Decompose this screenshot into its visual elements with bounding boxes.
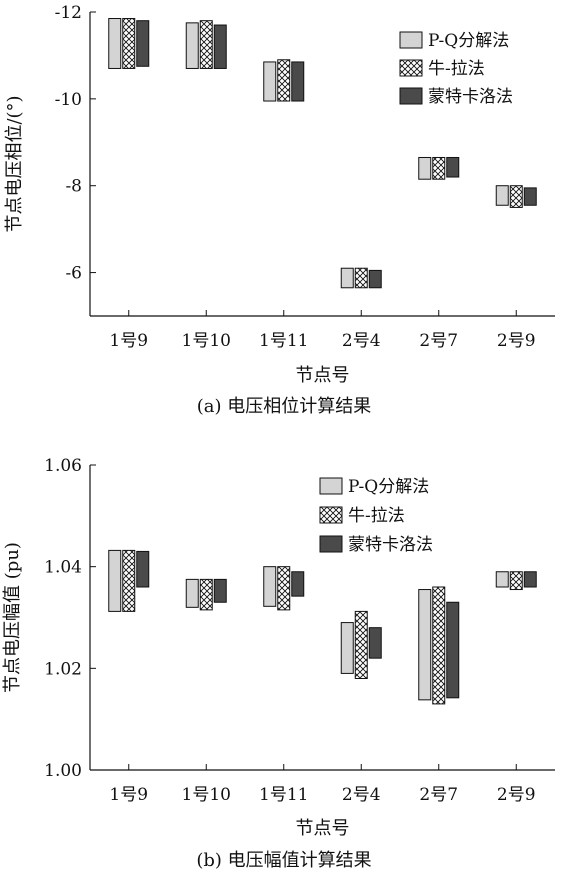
bar-crosshatch xyxy=(199,20,213,69)
legend-swatch-light xyxy=(319,477,343,495)
bar-dark xyxy=(446,601,460,699)
chart-caption: (b) 电压幅值计算结果 xyxy=(196,850,371,871)
x-tick-label: 2号7 xyxy=(419,331,458,351)
legend-label: 蒙特卡洛法 xyxy=(348,535,433,555)
bar-light xyxy=(185,22,199,69)
bar-crosshatch xyxy=(509,185,523,208)
bar-dark xyxy=(213,578,227,603)
y-tick-label: -12 xyxy=(55,3,82,23)
chart-caption: (a) 电压相位计算结果 xyxy=(197,396,372,417)
x-axis-label: 节点号 xyxy=(296,365,350,386)
legend-label: 牛-拉法 xyxy=(428,59,485,79)
y-axis-label: 节点电压相位/(°) xyxy=(4,95,25,232)
y-axis-label: 节点电压幅值 (pu) xyxy=(2,542,23,693)
x-tick-label: 1号10 xyxy=(182,331,231,351)
legend-label: 蒙特卡洛法 xyxy=(428,87,513,107)
bar-light xyxy=(495,185,509,206)
bar-crosshatch xyxy=(354,610,368,680)
legend-label: P-Q分解法 xyxy=(348,477,429,497)
bar-dark xyxy=(136,20,150,67)
bar-dark xyxy=(368,627,382,659)
bar-crosshatch xyxy=(277,59,291,102)
bar-dark xyxy=(446,156,460,178)
bar-dark xyxy=(523,187,537,206)
bar-dark xyxy=(523,571,537,588)
bar-dark xyxy=(213,24,227,69)
bar-dark xyxy=(368,269,382,289)
voltage-phase-chart: -12 -10 -8 -6 1号9 1号10 1号11 2号4 2号7 2号9 节点号 节点电压相位/… xyxy=(4,3,555,417)
y-tick-label: -10 xyxy=(55,90,82,110)
bar-dark xyxy=(291,61,305,102)
legend-swatch-dark xyxy=(319,535,343,553)
y-tick-label: 1.06 xyxy=(44,456,82,476)
bar-light xyxy=(108,549,122,612)
legend-label: 牛-拉法 xyxy=(348,506,405,526)
x-axis-label: 节点号 xyxy=(296,818,350,839)
bar-crosshatch xyxy=(122,18,136,69)
x-tick-label: 1号9 xyxy=(109,331,148,351)
x-tick-label: 1号10 xyxy=(182,785,231,805)
bar-light xyxy=(340,622,354,674)
x-tick-label: 1号11 xyxy=(259,785,308,805)
bar-light xyxy=(263,61,277,102)
x-tick-label: 1号11 xyxy=(259,331,308,351)
bar-crosshatch xyxy=(354,267,368,289)
legend-swatch-light xyxy=(399,31,423,49)
bar-light xyxy=(263,566,277,607)
bar-light xyxy=(418,156,432,180)
bar-light xyxy=(185,578,199,608)
legend-swatch-crosshatch xyxy=(399,59,423,77)
y-tick-label: 1.00 xyxy=(44,761,82,781)
bar-light xyxy=(418,589,432,701)
bar-crosshatch xyxy=(509,571,523,591)
x-tick-label: 2号9 xyxy=(497,331,536,351)
voltage-magnitude-chart: 1.00 1.02 1.04 1.06 1号9 1号10 1号11 2号4 2号7 2号9 节点号 节… xyxy=(2,456,555,871)
bar-light xyxy=(108,18,122,69)
bar-crosshatch xyxy=(432,156,446,180)
bar-light xyxy=(340,267,354,289)
bar-dark xyxy=(136,550,150,588)
y-tick-label: -6 xyxy=(65,264,82,284)
bar-crosshatch xyxy=(199,578,213,611)
y-tick-label: 1.02 xyxy=(44,659,82,679)
legend-swatch-dark xyxy=(399,87,423,105)
x-tick-label: 1号9 xyxy=(109,785,148,805)
bar-crosshatch xyxy=(432,586,446,705)
y-tick-label: -8 xyxy=(65,177,82,197)
legend-label: P-Q分解法 xyxy=(428,31,509,51)
x-tick-label: 2号9 xyxy=(497,785,536,805)
x-tick-label: 2号4 xyxy=(342,331,381,351)
x-tick-label: 2号7 xyxy=(419,785,458,805)
bar-light xyxy=(495,571,509,588)
legend-swatch-crosshatch xyxy=(319,506,343,524)
x-tick-label: 2号4 xyxy=(342,785,381,805)
bar-crosshatch xyxy=(122,549,136,612)
bar-dark xyxy=(291,571,305,597)
y-tick-label: 1.04 xyxy=(44,558,82,578)
bar-crosshatch xyxy=(277,566,291,611)
